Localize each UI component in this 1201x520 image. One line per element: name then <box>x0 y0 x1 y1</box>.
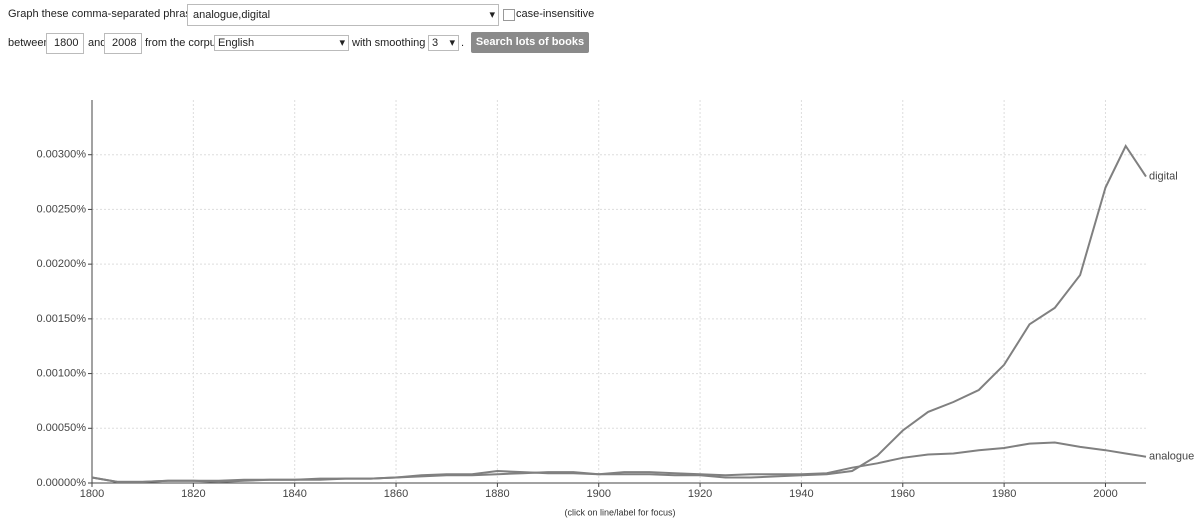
x-tick-label: 1860 <box>384 488 408 500</box>
x-tick-label: 1920 <box>688 488 712 500</box>
and-label: and <box>88 37 107 49</box>
x-tick-label: 1940 <box>789 488 813 500</box>
case-label[interactable]: case-insensitive <box>516 8 595 20</box>
y-tick-label: 0.00200% <box>36 258 86 270</box>
y-tick-label: 0.00150% <box>36 313 86 325</box>
x-tick-label: 1980 <box>992 488 1016 500</box>
corpus-select[interactable]: English <box>214 35 349 51</box>
series-label: analogue <box>1149 451 1194 463</box>
y-tick-label: 0.00300% <box>36 149 86 161</box>
phrases-input[interactable]: analogue,digital <box>187 4 499 26</box>
x-tick-label: 1820 <box>181 488 205 500</box>
corpus-label: from the corpus <box>145 37 222 49</box>
smoothing-label: with smoothing of <box>352 37 438 49</box>
x-tick-label: 1960 <box>891 488 915 500</box>
y-tick-label: 0.00050% <box>36 422 86 434</box>
footer-note: (click on line/label for focus) <box>564 507 675 517</box>
x-tick-label: 1880 <box>485 488 509 500</box>
y-tick-label: 0.00100% <box>36 367 86 379</box>
x-tick-label: 1800 <box>80 488 104 500</box>
x-tick-label: 1840 <box>282 488 306 500</box>
end-year-input[interactable]: 2008 <box>104 33 142 54</box>
smoothing-select[interactable]: 3 <box>428 35 459 51</box>
phrases-label: Graph these comma-separated phrases: <box>8 8 206 20</box>
x-tick-label: 2000 <box>1093 488 1117 500</box>
between-label: between <box>8 37 50 49</box>
start-year-input[interactable]: 1800 <box>46 33 84 54</box>
y-tick-label: 0.00000% <box>36 477 86 489</box>
search-button[interactable]: Search lots of books <box>471 32 589 53</box>
series-line <box>91 441 1147 483</box>
series-line <box>91 143 1147 483</box>
period: . <box>461 37 465 49</box>
series-label: digital <box>1149 171 1178 183</box>
y-tick-label: 0.00250% <box>36 203 86 215</box>
case-checkbox[interactable] <box>503 9 515 21</box>
x-tick-label: 1900 <box>586 488 610 500</box>
